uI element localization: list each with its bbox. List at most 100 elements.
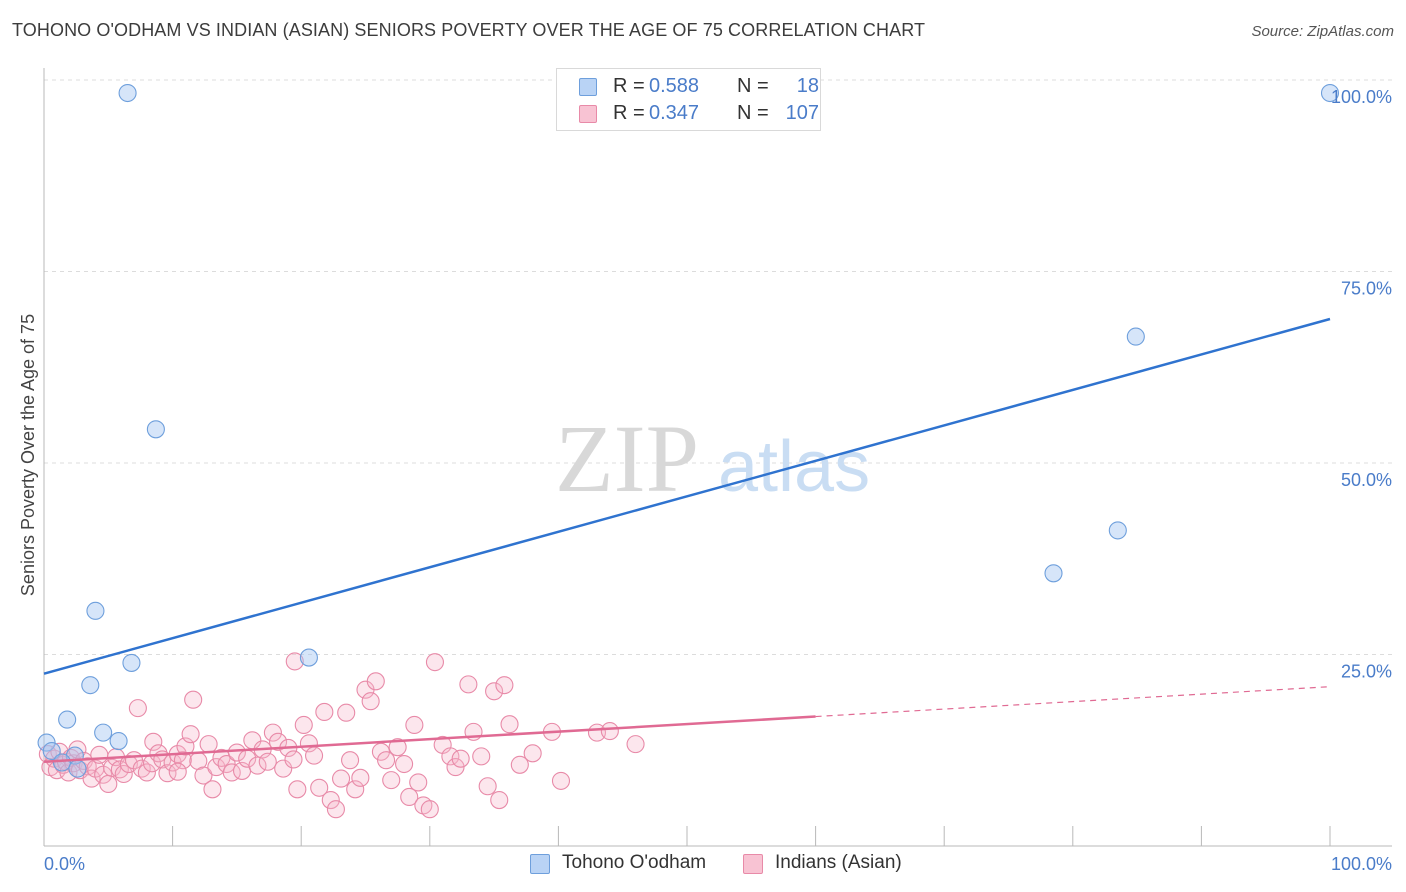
- indians-asian-point: [274, 759, 293, 778]
- indians-asian-point: [600, 722, 619, 741]
- legend-n-value: 18: [796, 75, 819, 97]
- x-tick-label: 100.0%: [1331, 854, 1392, 874]
- indians-asian-point: [490, 790, 509, 810]
- indians-asian-points: [38, 652, 645, 819]
- indians-asian-point: [90, 745, 109, 764]
- indians-asian-point: [551, 771, 571, 790]
- indians-asian-point: [168, 762, 187, 781]
- legend-swatch-tohono: [579, 78, 597, 96]
- indians-asian-point: [310, 778, 329, 797]
- legend-r-label: R =: [613, 102, 645, 124]
- y-tick-label: 25.0%: [1341, 662, 1392, 682]
- y-tick-label: 100.0%: [1331, 87, 1392, 107]
- indians-asian-point: [351, 768, 370, 787]
- indians-asian-point: [203, 780, 222, 799]
- tohono-oodham-point: [146, 420, 165, 439]
- legend-swatch-indians: [579, 105, 597, 123]
- indians-asian-point: [173, 751, 192, 770]
- bottom-legend-label-indians: Indians (Asian): [775, 852, 902, 873]
- indians-asian-point: [315, 702, 334, 722]
- indians-asian-point: [510, 755, 529, 774]
- indians-asian-point: [478, 777, 497, 796]
- tohono-oodham-point: [58, 710, 77, 729]
- y-tick-label: 50.0%: [1341, 470, 1392, 490]
- tohono-oodham-points: [37, 83, 1340, 778]
- indians-asian-point: [400, 787, 419, 807]
- y-axis-label: Seniors Poverty Over the Age of 75: [18, 314, 38, 596]
- tohono-oodham-point: [37, 733, 56, 752]
- indians-asian-point: [227, 743, 246, 762]
- y-tick-label: 75.0%: [1341, 279, 1392, 299]
- indians-asian-point: [371, 742, 390, 761]
- bottom-legend-swatch-indians: [743, 854, 763, 874]
- tohono-oodham-point: [86, 601, 105, 620]
- tohono-oodham-point: [122, 653, 141, 672]
- indians-asian-point: [361, 692, 380, 711]
- indians-asian-point: [128, 699, 147, 718]
- tohono-oodham-point: [68, 759, 87, 778]
- tohono-oodham-point: [1126, 327, 1145, 346]
- indians-asian-point: [144, 732, 163, 751]
- tohono-oodham-point: [42, 741, 61, 761]
- indians-asian-point: [305, 746, 324, 765]
- indians-asian-point: [99, 774, 118, 794]
- indians-asian-point: [321, 790, 340, 810]
- indians-asian-point: [366, 672, 385, 691]
- indians-asian-point: [181, 725, 200, 744]
- indians-asian-point: [332, 769, 351, 788]
- indians-asian-point: [377, 751, 396, 770]
- indians-asian-point: [500, 715, 519, 734]
- indians-asian-point: [495, 676, 514, 695]
- indians-asian-point: [626, 735, 645, 754]
- indians-asian-point: [199, 735, 218, 754]
- indians-asian-point: [137, 763, 156, 782]
- legend-n-value: 107: [785, 102, 819, 124]
- indians-asian-point: [523, 744, 542, 763]
- indians-asian-point: [425, 653, 444, 672]
- indians-asian-point: [451, 749, 470, 768]
- indians-asian-point: [114, 764, 133, 784]
- indians-asian-point: [341, 751, 360, 770]
- tohono-oodham-trend-line: [43, 317, 1331, 675]
- legend-n-label: N =: [737, 102, 769, 124]
- bottom-legend-swatch-tohono: [530, 854, 550, 874]
- indians-asian-point: [284, 750, 303, 769]
- indians-asian-point: [388, 738, 407, 757]
- indians-asian-point: [472, 747, 491, 766]
- indians-asian-point: [420, 800, 439, 819]
- indians-asian-point: [395, 754, 414, 774]
- tohono-oodham-point: [52, 753, 72, 772]
- indians-asian-point: [337, 703, 356, 722]
- indians-asian-point: [258, 752, 277, 771]
- indians-asian-point: [59, 763, 78, 782]
- tick-labels: 0.0% 100.0% 25.0% 50.0% 75.0% 100.0%: [44, 87, 1392, 874]
- indians-asian-point: [82, 769, 101, 788]
- indians-asian-point: [446, 758, 465, 777]
- indians-asian-point: [194, 766, 213, 785]
- indians-asian-point: [459, 675, 478, 694]
- indians-asian-point: [294, 715, 313, 735]
- indians-asian-point: [285, 652, 304, 671]
- tohono-oodham-point: [1320, 83, 1340, 103]
- x-tick-label: 0.0%: [44, 854, 85, 874]
- chart-source: Source: ZipAtlas.com: [1251, 23, 1394, 40]
- indians-asian-point: [103, 758, 122, 777]
- indians-asian-point: [288, 780, 307, 799]
- axes: [43, 68, 1392, 847]
- indians-asian-trend-line: [43, 715, 816, 763]
- indians-asian-point: [263, 723, 282, 742]
- indians-asian-point: [248, 756, 267, 775]
- correlation-legend: R = 0.588 N = 18 R = 0.347 N = 107: [556, 68, 821, 131]
- tohono-oodham-point: [299, 648, 318, 667]
- indians-asian-point: [269, 732, 288, 751]
- indians-asian-point: [346, 780, 365, 799]
- tohono-oodham-point: [109, 732, 128, 751]
- indians-asian-point: [409, 773, 428, 792]
- indians-asian-point: [382, 771, 401, 790]
- indians-asian-trend-extension: [815, 686, 1331, 718]
- tohono-oodham-point: [1108, 521, 1127, 540]
- legend-r-label: R =: [613, 75, 645, 97]
- indians-asian-point: [326, 800, 345, 819]
- bottom-legend-label-tohono: Tohono O'odham: [562, 852, 707, 873]
